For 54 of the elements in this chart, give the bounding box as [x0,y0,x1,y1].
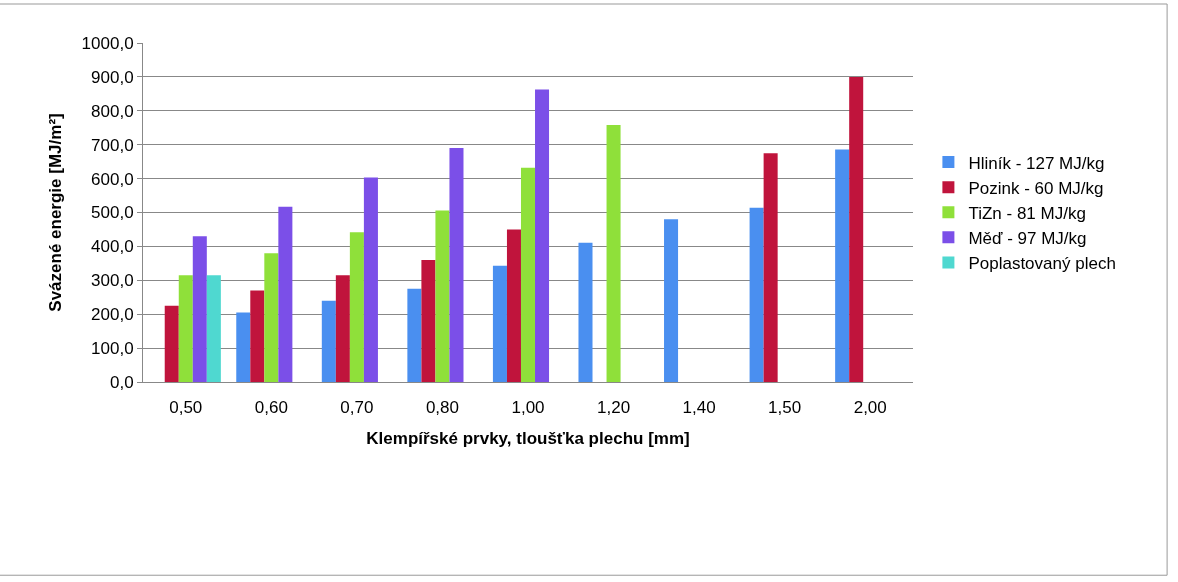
bar [278,206,293,382]
x-tick-label: 0,70 [340,398,374,418]
legend-label: Pozink - 60 MJ/kg [968,178,1104,198]
bar [520,167,536,382]
x-tick-label: 2,00 [853,398,887,418]
y-tick-label: 0,0 [109,372,134,392]
bar [321,300,336,382]
y-tick-label: 600,0 [91,169,134,189]
x-tick-label: 0,80 [425,398,459,418]
bar [264,253,279,382]
bar [335,275,350,382]
bar [506,229,521,382]
y-tick-label: 500,0 [91,203,134,223]
y-tick-label: 400,0 [91,237,134,257]
y-axis-title: Svázené energie [MJ/m²] [46,113,66,312]
bar [578,242,593,382]
bar [664,219,679,382]
x-tick-label: 1,20 [597,398,631,418]
bar [206,275,221,382]
bar [763,153,778,382]
bar [250,290,265,382]
x-axis-title: Klempířské prvky, tloušťka plechu [mm] [366,428,690,448]
x-tick-label: 0,60 [254,398,288,418]
bar [606,125,621,382]
y-tick-label: 800,0 [91,101,134,121]
bar [407,288,422,382]
bar [178,275,193,382]
bar [835,149,850,382]
y-tick-label: 1000,0 [81,33,134,53]
bar [363,177,378,382]
y-tick-label: 200,0 [91,305,134,325]
bar [849,76,864,382]
legend-label: Měď - 97 MJ/kg [968,228,1087,248]
bar [749,207,764,382]
x-tick-label: 1,40 [682,398,716,418]
bar [192,236,207,382]
y-tick-label: 900,0 [91,67,134,87]
legend-label: TiZn - 81 MJ/kg [968,203,1086,223]
y-tick-label: 100,0 [91,339,134,359]
y-tick-label: 300,0 [91,271,134,291]
y-tick-label: 700,0 [91,135,134,155]
bar [164,305,179,382]
bar [421,259,436,382]
bar [492,265,507,382]
bar [535,89,550,382]
x-tick-label: 1,00 [511,398,545,418]
bar [449,148,464,382]
legend-label: Poplastovaný plech [968,254,1116,274]
x-tick-label: 1,50 [768,398,802,418]
bar [236,312,251,382]
legend-label: Hliník - 127 MJ/kg [968,153,1105,173]
bar [349,232,364,382]
x-tick-label: 0,50 [169,398,203,418]
bar [435,210,450,382]
